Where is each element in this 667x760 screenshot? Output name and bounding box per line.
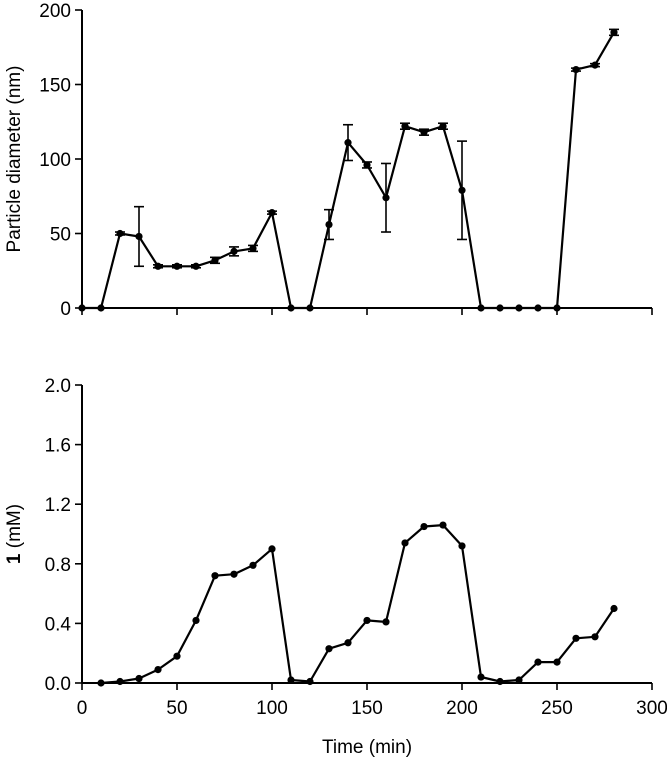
bottom-data-point [420, 522, 428, 531]
bottom-data-point [116, 677, 124, 686]
top-data-point [420, 128, 428, 136]
bottom-data-point [553, 658, 561, 666]
bottom-data-point [401, 539, 409, 547]
bottom-x-tick-label: 300 [636, 698, 667, 719]
bottom-data-point [382, 618, 390, 626]
top-data-point [325, 220, 333, 229]
top-data-point [211, 256, 219, 264]
top-data-point [553, 304, 561, 312]
bottom-y-axis-title: 1 (mM) [4, 504, 25, 564]
bottom-data-point [591, 633, 599, 641]
bottom-y-tick-label: 2.0 [45, 376, 71, 397]
top-data-point [116, 229, 124, 238]
bottom-x-tick-label: 150 [351, 698, 383, 719]
top-data-point [230, 247, 238, 255]
top-data-point [287, 304, 295, 312]
bottom-series-line [100, 523, 615, 685]
top-data-point [610, 28, 618, 36]
bottom-data-point [287, 676, 295, 684]
top-y-tick-label: 50 [50, 225, 71, 246]
top-y-axis-title: Particle diameter (nm) [4, 66, 25, 253]
bottom-x-axis-title: Time (min) [322, 737, 412, 758]
top-data-point [439, 122, 447, 130]
bottom-y-tick-label: 0.0 [45, 674, 71, 695]
bottom-y-tick-label: 1.2 [45, 495, 71, 516]
bottom-data-point [458, 542, 466, 550]
bottom-data-point [211, 572, 219, 580]
bottom-y-axis-title-unit: (mM) [4, 504, 25, 554]
bottom-y-tick-label: 0.8 [45, 555, 71, 576]
top-y-tick-label: 0 [60, 299, 71, 320]
top-data-point [173, 262, 181, 270]
top-data-point [78, 304, 86, 312]
bottom-y-axis-title-compound: 1 [4, 553, 25, 564]
top-data-point [496, 304, 504, 312]
top-data-point [249, 244, 257, 252]
bottom-data-point [230, 570, 238, 578]
bottom-x-tick-label: 0 [77, 698, 88, 719]
bottom-data-point [534, 658, 542, 666]
bottom-x-tick-label: 100 [256, 698, 288, 719]
bottom-data-point [515, 676, 523, 684]
bottom-data-point [249, 561, 257, 569]
bottom-data-point [97, 679, 105, 687]
bottom-data-point [439, 521, 447, 529]
bottom-data-point [610, 604, 618, 613]
top-data-point [382, 194, 390, 202]
bottom-data-point [496, 677, 504, 686]
bottom-data-point [344, 639, 352, 647]
top-data-point [363, 161, 371, 169]
top-data-point [477, 304, 485, 312]
top-panel-particle-diameter: 0 50 100 150 200 Particle diameter (nm) [4, 1, 653, 320]
top-data-point [458, 186, 466, 194]
top-data-point [97, 304, 105, 312]
top-y-tick-label: 100 [39, 150, 71, 171]
bottom-y-tick-label: 0.4 [45, 614, 72, 635]
bottom-data-point [268, 545, 276, 553]
bottom-panel-concentration: 0.0 0.4 0.8 1.2 1.6 2.0 0 50 100 150 200 250 300 1 (m… [4, 376, 667, 758]
top-data-point [192, 262, 200, 270]
bottom-data-point [325, 645, 333, 653]
bottom-data-point [572, 634, 580, 642]
bottom-data-point [306, 677, 314, 686]
bottom-x-tick-label: 50 [166, 698, 187, 719]
bottom-y-tick-label: 1.6 [45, 436, 71, 457]
top-data-point [591, 61, 599, 69]
top-y-tick-label: 150 [39, 76, 71, 97]
bottom-x-tick-label: 250 [541, 698, 573, 719]
bottom-data-point [363, 616, 371, 625]
top-data-point [344, 139, 352, 147]
top-data-point [534, 304, 542, 312]
top-data-point [154, 262, 162, 270]
top-data-point [572, 66, 580, 74]
bottom-data-point [135, 674, 143, 683]
top-y-tick-label: 200 [39, 1, 71, 22]
bottom-data-point [192, 616, 200, 625]
top-data-point [515, 304, 523, 312]
top-data-point [401, 122, 409, 130]
top-series-line [82, 31, 615, 310]
top-data-point [135, 232, 143, 241]
top-data-point [306, 304, 314, 312]
bottom-data-point [477, 673, 485, 681]
bottom-x-tick-label: 200 [446, 698, 478, 719]
bottom-data-point [173, 652, 181, 660]
top-data-point [268, 209, 276, 217]
bottom-data-point [154, 665, 162, 674]
